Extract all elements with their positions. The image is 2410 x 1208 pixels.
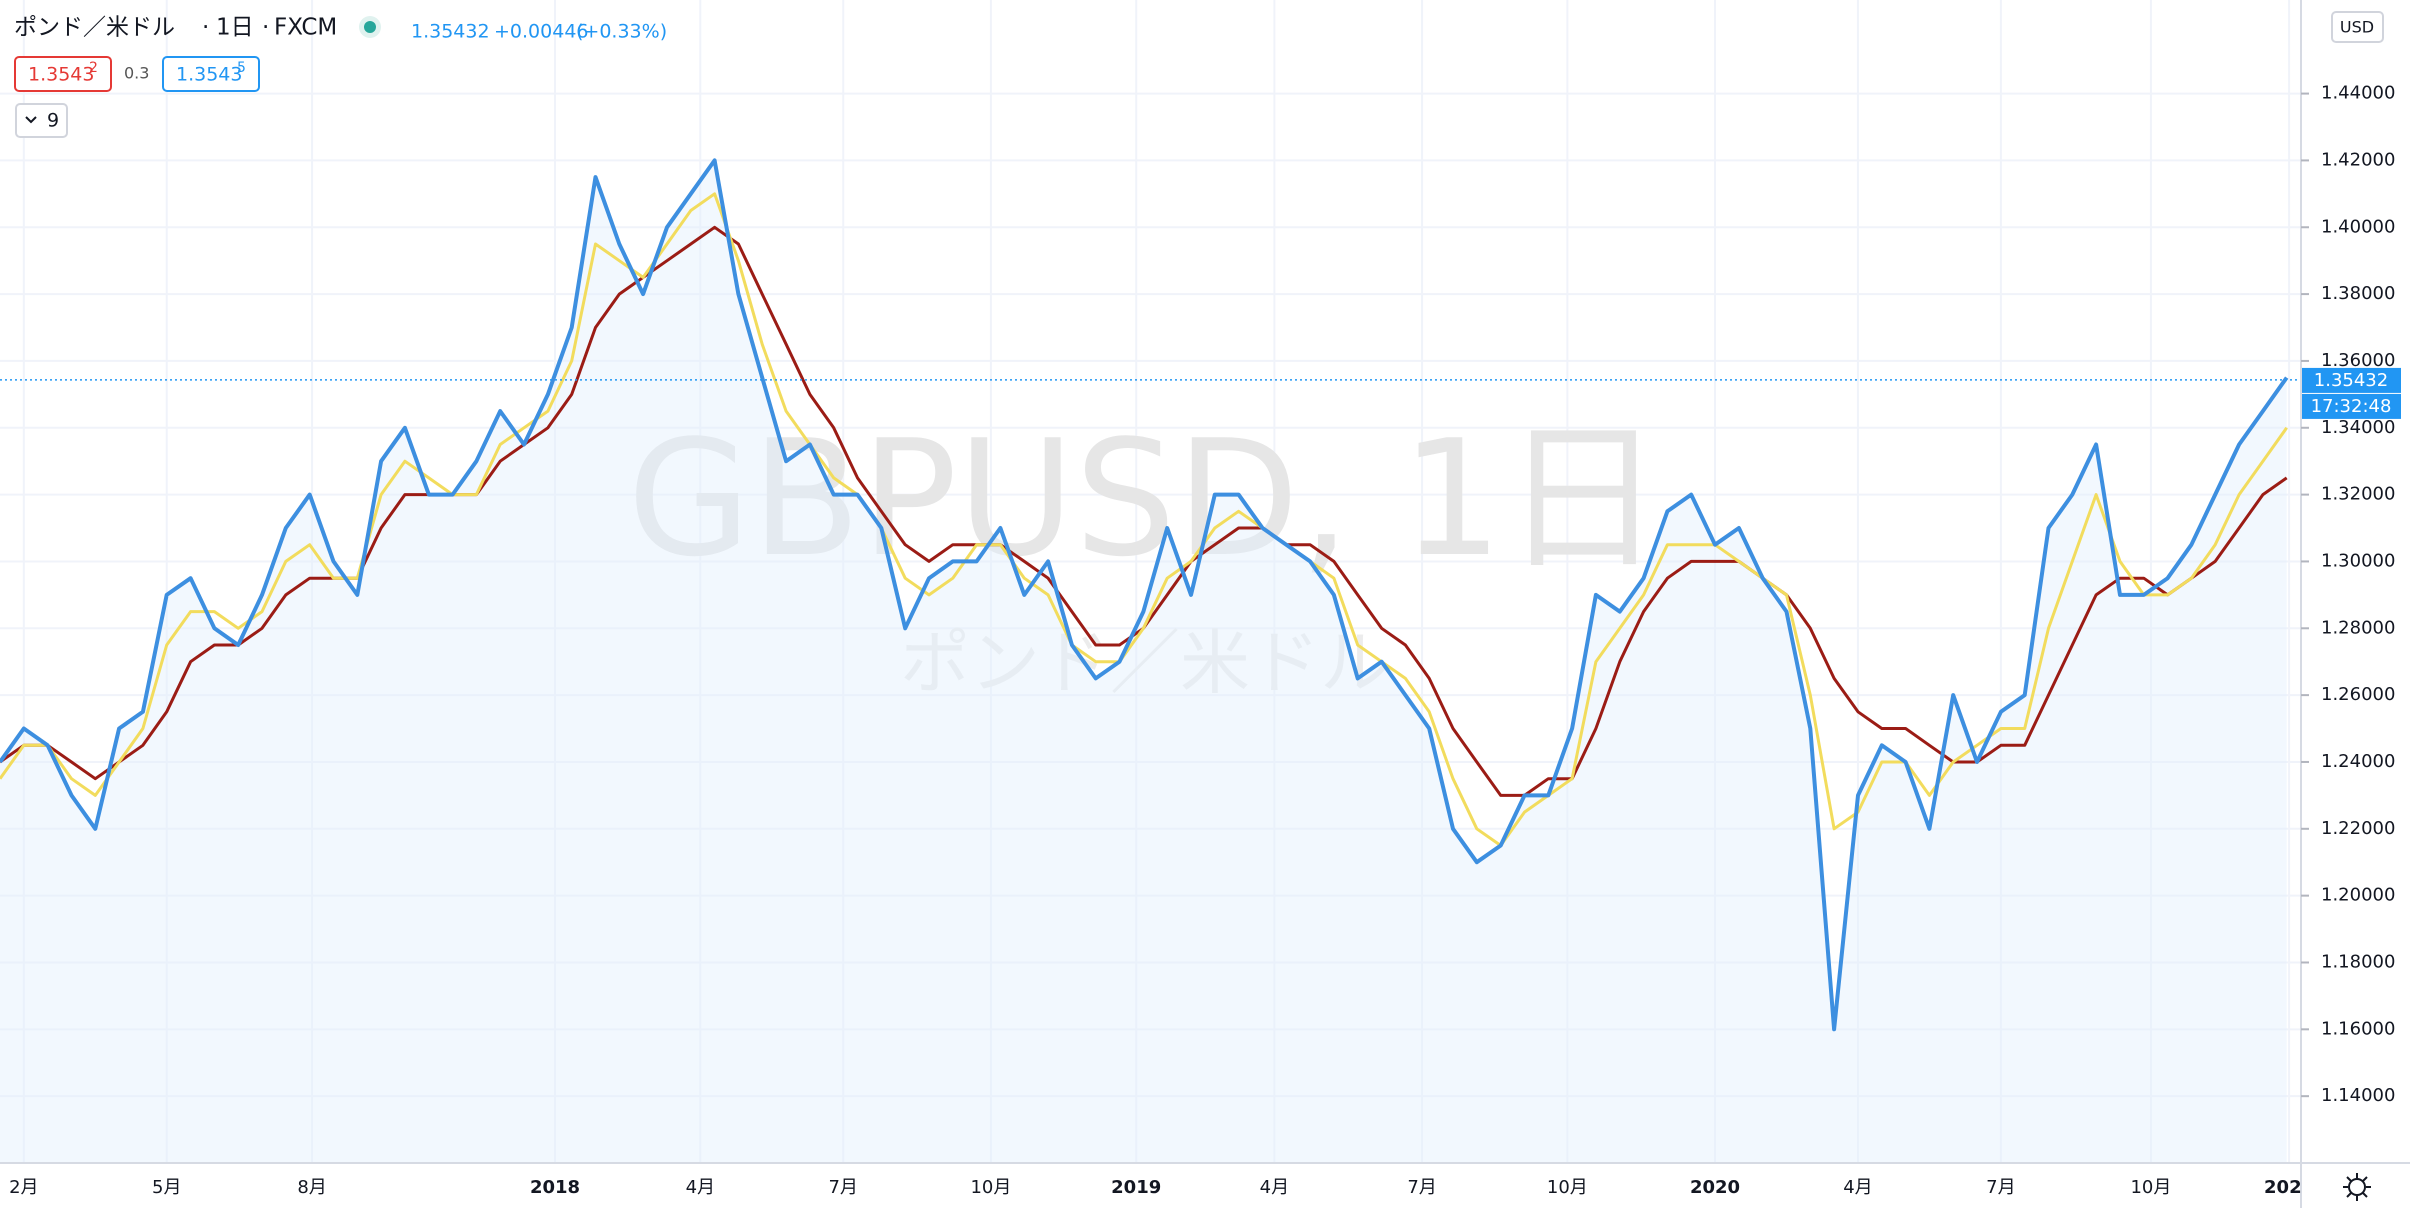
countdown: 17:32:48 xyxy=(2311,396,2392,417)
plot xyxy=(0,158,2301,1163)
separator: · xyxy=(202,15,209,41)
price-area xyxy=(0,160,2287,1163)
y-tick-label: 1.20000 xyxy=(2321,885,2395,906)
y-tick-label: 1.34000 xyxy=(2321,417,2395,438)
change-pct: (+0.33%) xyxy=(576,21,667,43)
exchange: FXCM xyxy=(274,15,337,41)
x-tick-label: 7月 xyxy=(1407,1177,1436,1198)
symbol: ポンド／米ドル xyxy=(14,15,175,41)
x-tick-label: 4月 xyxy=(1260,1177,1289,1198)
gear-teeth xyxy=(2343,1173,2371,1201)
y-tick-label: 1.42000 xyxy=(2321,149,2395,170)
y-tick-label: 1.26000 xyxy=(2321,684,2395,705)
indicator-toggle[interactable] xyxy=(15,103,68,138)
last-price-tag xyxy=(2302,367,2401,393)
y-tick-label: 1.16000 xyxy=(2321,1018,2395,1039)
ask-box[interactable] xyxy=(162,56,260,92)
watermark-title: GBPUSD, 1日 xyxy=(627,405,1663,592)
y-tick-label: 1.32000 xyxy=(2321,484,2395,505)
x-tick-label: 8月 xyxy=(297,1177,326,1198)
axes: 1.14000 1.16000 1.18000 1.20000 1.22000 1.240… xyxy=(9,83,2401,1198)
bid-pip: 2 xyxy=(89,60,98,76)
x-tick-label: 7月 xyxy=(828,1177,857,1198)
spread: 0.3 xyxy=(124,64,149,83)
interval: 1日 xyxy=(216,15,254,41)
price-line xyxy=(0,158,2289,1032)
y-tick-label: 1.14000 xyxy=(2321,1085,2395,1106)
last-price: 1.35432 xyxy=(411,21,490,43)
x-tick-label: 2019 xyxy=(1111,1177,1161,1198)
x-tick-label: 2020 xyxy=(1690,1177,1740,1198)
watermark: GBPUSD, 1日 ポンド／米ドル xyxy=(627,405,1663,704)
x-tick-label: 4月 xyxy=(1843,1177,1872,1198)
header: ポンド／米ドル · 1日 · FXCM 1.35432 +0.00446 (+0… xyxy=(14,15,667,138)
y-tick-label: 1.28000 xyxy=(2321,617,2395,638)
x-tick-label: 2021 xyxy=(2264,1177,2314,1198)
separator: · xyxy=(262,15,269,41)
currency-box[interactable] xyxy=(2331,11,2384,43)
countdown-tag xyxy=(2302,393,2401,419)
indicator-count: 9 xyxy=(47,110,59,132)
x-tick-label: 5月 xyxy=(152,1177,181,1198)
y-tick-label: 1.44000 xyxy=(2321,83,2395,104)
x-axis-labels: 2月 5月 8月 2018 4月 7月 10月 2019 4月 7月 10月 2020 4月 7月 10月 2… xyxy=(9,1177,2314,1198)
last-price-label: 1.35432 xyxy=(2314,370,2388,391)
watermark-subtitle: ポンド／米ドル xyxy=(900,622,1390,704)
x-tick-label: 2018 xyxy=(530,1177,580,1198)
x-tick-label: 7月 xyxy=(1986,1177,2015,1198)
grid xyxy=(0,0,2301,1163)
bid-box[interactable] xyxy=(14,56,112,92)
x-tick-label: 2月 xyxy=(9,1177,38,1198)
y-tick-label: 1.36000 xyxy=(2321,350,2395,371)
change: +0.00446 xyxy=(494,21,589,43)
currency: USD xyxy=(2340,18,2374,37)
x-tick-label: 10月 xyxy=(1547,1177,1588,1198)
ask-price: 1.3543 xyxy=(176,64,242,86)
y-tick-label: 1.22000 xyxy=(2321,818,2395,839)
settings-icon[interactable] xyxy=(2343,1173,2371,1201)
bid-price: 1.3543 xyxy=(28,64,94,86)
y-tick-label: 1.40000 xyxy=(2321,216,2395,237)
ask-pip: 5 xyxy=(237,60,246,76)
x-tick-label: 10月 xyxy=(970,1177,1011,1198)
y-tick-label: 1.30000 xyxy=(2321,550,2395,571)
x-tick-label: 4月 xyxy=(686,1177,715,1198)
gear xyxy=(2348,1178,2366,1196)
y-tick-label: 1.18000 xyxy=(2321,951,2395,972)
chevron-icon xyxy=(25,116,37,124)
market-status-dot xyxy=(364,21,376,33)
y-tick-label: 1.24000 xyxy=(2321,751,2395,772)
y-tick-label: 1.38000 xyxy=(2321,283,2395,304)
x-tick-label: 10月 xyxy=(2130,1177,2171,1198)
